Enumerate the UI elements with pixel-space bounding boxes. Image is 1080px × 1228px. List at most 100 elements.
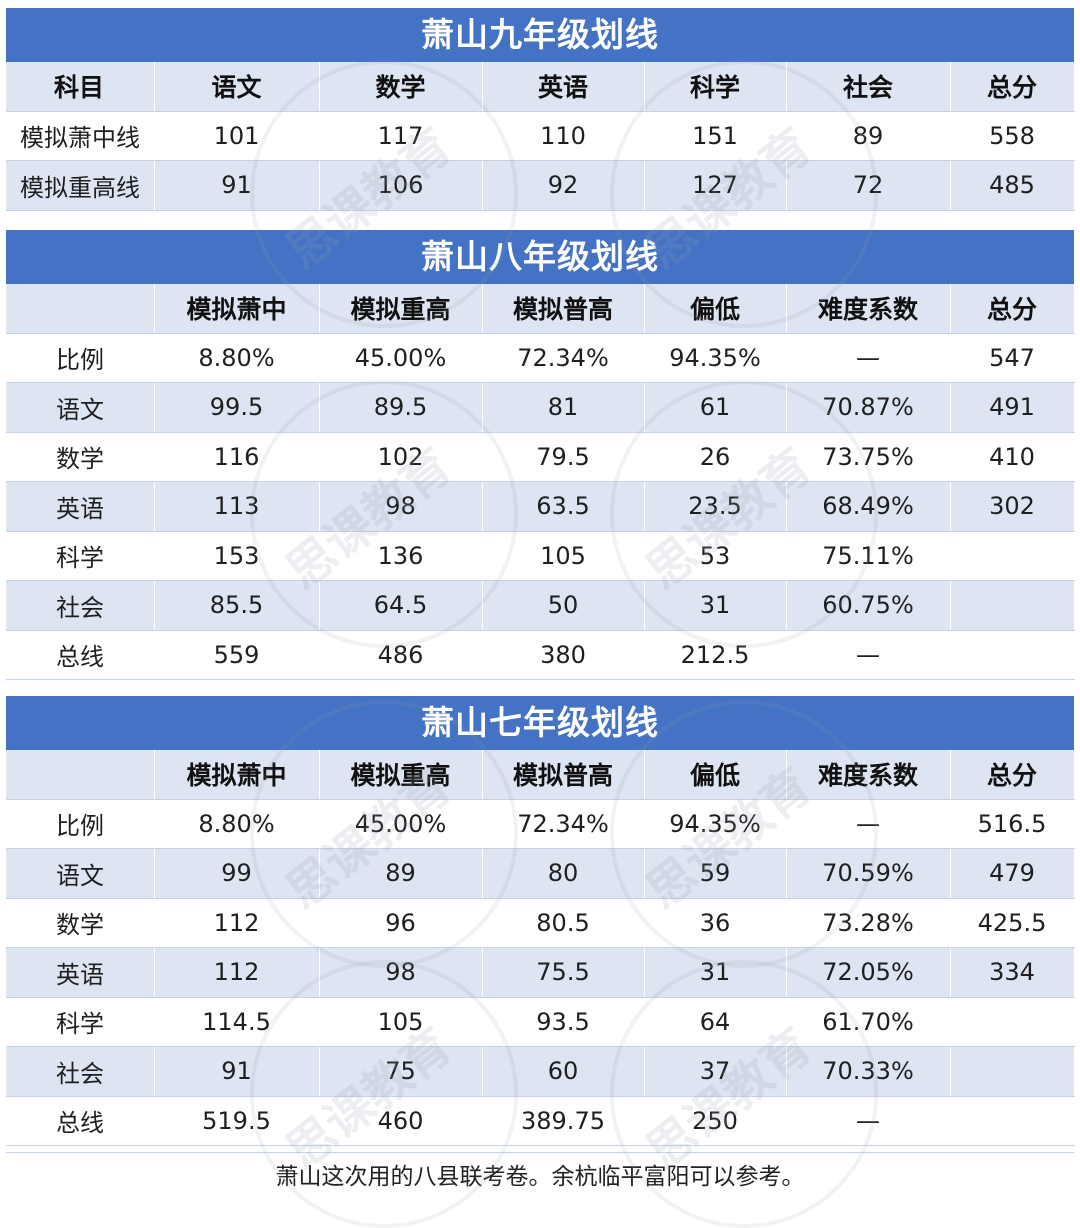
table-cell [950, 997, 1075, 1047]
table-cell: — [786, 799, 951, 849]
table-cell: 519.5 [154, 1096, 320, 1146]
table-row: 比例 8.80% 45.00% 72.34% 94.35% —516.5 [6, 799, 1075, 849]
grade9-title: 萧山九年级划线 [6, 8, 1074, 62]
table-row: 模拟萧中线 101 117 110 151 89 558 [6, 111, 1075, 161]
table-cell: 73.75% [786, 432, 951, 482]
table-row: 数学 112 96 80.5 36 73.28% 425.5 [6, 898, 1075, 948]
table-cell [950, 630, 1075, 680]
table-cell: 547 [950, 333, 1075, 383]
column-header: 模拟普高 [482, 750, 645, 800]
table-cell: 31 [644, 947, 787, 998]
table-cell: 559 [154, 630, 320, 680]
table-cell: 389.75 [482, 1096, 645, 1146]
table-cell: 89.5 [319, 382, 483, 433]
table-cell: 53 [644, 531, 787, 581]
table-header-row: 科目 语文 数学 英语 科学 社会 总分 [6, 62, 1075, 112]
table-header-row: 模拟萧中 模拟重高 模拟普高 偏低 难度系数 总分 [6, 284, 1075, 334]
table-cell: 117 [319, 111, 483, 161]
table-cell: 61 [644, 382, 787, 433]
grade8-section: 萧山八年级划线 模拟萧中 模拟重高 模拟普高 偏低 难度系数 总分 比例 8.80% 45.00… [6, 230, 1075, 680]
table-cell: 8.80% [154, 333, 320, 383]
column-header: 难度系数 [786, 750, 951, 800]
table-cell: 105 [319, 997, 483, 1047]
column-header [6, 284, 155, 334]
table-cell: 112 [154, 947, 320, 998]
grade8-title: 萧山八年级划线 [6, 230, 1074, 284]
table-cell: 89 [786, 111, 951, 161]
table-cell: 425.5 [950, 898, 1075, 948]
table-cell: 31 [644, 580, 787, 631]
table-cell: 63.5 [482, 481, 645, 532]
column-header: 总分 [950, 284, 1075, 334]
table-cell: 72 [786, 160, 951, 211]
table-cell: 89 [319, 848, 483, 899]
table-cell: 127 [644, 160, 787, 211]
table-cell: 64.5 [319, 580, 483, 631]
table-cell: 8.80% [154, 799, 320, 849]
table-cell: 113 [154, 481, 320, 532]
table-cell: 92 [482, 160, 645, 211]
table-cell: 75.11% [786, 531, 951, 581]
table-cell: 79.5 [482, 432, 645, 482]
table-row: 科学 114.5 105 93.5 64 61.70% [6, 997, 1075, 1047]
table-cell: 558 [950, 111, 1075, 161]
row-label: 模拟萧中线 [6, 111, 155, 161]
grade9-section: 萧山九年级划线 科目 语文 数学 英语 科学 社会 总分 模拟萧中线 101 117 110 151 8… [6, 8, 1075, 211]
table-cell: — [786, 333, 951, 383]
table-cell: 64 [644, 997, 787, 1047]
row-label: 数学 [6, 898, 155, 948]
grade9-table: 科目 语文 数学 英语 科学 社会 总分 模拟萧中线 101 117 110 151 89 558 模拟重高… [6, 62, 1075, 211]
row-label: 语文 [6, 848, 155, 899]
table-cell: 75 [319, 1046, 483, 1097]
table-cell: 516.5 [950, 799, 1075, 849]
table-cell: 410 [950, 432, 1075, 482]
table-row: 科学 153 136 105 53 75.11% [6, 531, 1075, 581]
table-cell: 479 [950, 848, 1075, 899]
table-row: 社会 85.5 64.5 50 31 60.75% [6, 580, 1075, 631]
table-row: 英语 112 98 75.5 31 72.05% 334 [6, 947, 1075, 998]
table-cell: 212.5 [644, 630, 787, 680]
table-cell: — [786, 630, 951, 680]
table-cell: 114.5 [154, 997, 320, 1047]
table-header-row: 模拟萧中 模拟重高 模拟普高 偏低 难度系数 总分 [6, 750, 1075, 800]
column-header: 模拟萧中 [154, 284, 320, 334]
table-cell: 72.05% [786, 947, 951, 998]
table-cell: 45.00% [319, 799, 483, 849]
table-cell: 94.35% [644, 333, 787, 383]
table-cell: 485 [950, 160, 1075, 211]
table-cell: 250 [644, 1096, 787, 1146]
table-cell: 99.5 [154, 382, 320, 433]
table-cell: 112 [154, 898, 320, 948]
table-cell: 70.87% [786, 382, 951, 433]
table-cell [950, 1096, 1075, 1146]
table-cell: 81 [482, 382, 645, 433]
table-cell: 36 [644, 898, 787, 948]
table-cell: 61.70% [786, 997, 951, 1047]
row-label: 语文 [6, 382, 155, 433]
table-cell: 80 [482, 848, 645, 899]
column-header: 难度系数 [786, 284, 951, 334]
row-label: 科学 [6, 531, 155, 581]
table-cell: 91 [154, 160, 320, 211]
table-row: 模拟重高线 91 106 92 127 72 485 [6, 160, 1075, 211]
table-cell: 136 [319, 531, 483, 581]
table-cell: 116 [154, 432, 320, 482]
table-cell: 94.35% [644, 799, 787, 849]
table-cell: 102 [319, 432, 483, 482]
table-cell: 80.5 [482, 898, 645, 948]
table-row: 语文 99.5 89.5 81 61 70.87% 491 [6, 382, 1075, 433]
table-cell: 72.34% [482, 333, 645, 383]
table-cell: 96 [319, 898, 483, 948]
table-row: 总线 519.5 460 389.75 250— [6, 1096, 1075, 1146]
column-header: 模拟重高 [319, 750, 483, 800]
table-cell: 380 [482, 630, 645, 680]
table-cell: 60.75% [786, 580, 951, 631]
table-cell: 23.5 [644, 481, 787, 532]
table-cell: 37 [644, 1046, 787, 1097]
column-header: 模拟普高 [482, 284, 645, 334]
table-cell: 99 [154, 848, 320, 899]
table-cell: 110 [482, 111, 645, 161]
row-label: 社会 [6, 580, 155, 631]
table-cell: 106 [319, 160, 483, 211]
